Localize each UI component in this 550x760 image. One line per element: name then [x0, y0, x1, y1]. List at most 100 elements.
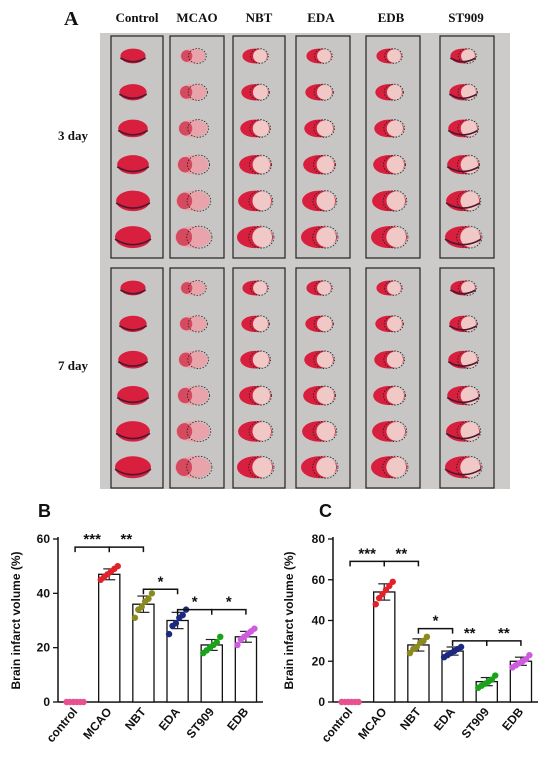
bar-mcao	[373, 591, 396, 703]
infarct-outline	[313, 350, 335, 369]
healthy-region	[181, 282, 193, 294]
data-point	[217, 633, 224, 640]
infarct-outline	[383, 315, 404, 333]
infarct-outline	[186, 190, 212, 212]
row-label-3-day: 3 day	[58, 128, 88, 143]
infarct-outline	[249, 385, 273, 406]
slice-edge	[444, 468, 482, 476]
infarct-outline	[384, 280, 403, 296]
infarct-outline	[312, 225, 339, 249]
chart-panel-b: B 0 20 40 60 Brain infarct volume (%) control M…	[9, 501, 263, 745]
infarct-outline	[249, 154, 273, 175]
infarct-outline	[457, 154, 481, 175]
slice-strip-eda-3day	[295, 35, 351, 259]
slice-strip-mcao-7day	[169, 267, 225, 489]
infarct-outline	[313, 83, 334, 101]
infarct-region	[386, 191, 406, 211]
infarct-region	[253, 281, 267, 295]
infarct-outline	[187, 350, 209, 369]
infarct-outline	[457, 119, 479, 138]
significance-bracket	[383, 560, 420, 567]
infarct-outline	[250, 280, 269, 296]
data-point	[114, 562, 121, 570]
x-tick-label: control	[44, 705, 81, 745]
infarct-region	[316, 84, 332, 100]
slice-edge	[116, 396, 150, 404]
infarct-outline	[384, 48, 403, 64]
infarct-outline	[187, 119, 209, 138]
infarct-outline	[383, 385, 407, 406]
slice-edge	[117, 129, 149, 136]
infarct-region	[386, 120, 404, 137]
infarct-region	[317, 281, 331, 295]
data-point	[131, 614, 139, 621]
data-point	[457, 643, 465, 651]
y-tick-label: 80	[312, 532, 326, 546]
infarct-outline	[312, 455, 339, 479]
significance-label: **	[120, 531, 132, 548]
infarct-region	[252, 386, 271, 405]
infarct-outline	[250, 48, 269, 64]
data-point	[138, 603, 145, 611]
healthy-region	[177, 157, 193, 173]
infarct-outline	[456, 420, 482, 443]
slice-edge	[449, 289, 477, 295]
slice-edge	[116, 165, 150, 173]
infarct-outline	[314, 280, 333, 296]
significance-label: *	[158, 573, 164, 590]
slice-strip-edb-3day	[365, 35, 421, 259]
slice-edge	[449, 57, 477, 63]
y-tick-label: 60	[37, 532, 51, 546]
y-tick-label: 0	[43, 695, 50, 709]
y-axis-label: Brain infarct volume (%)	[9, 551, 23, 689]
infarct-outline	[383, 350, 405, 369]
slice-edge	[448, 325, 478, 331]
infarct-region	[386, 351, 404, 368]
infarct-outline	[187, 385, 211, 406]
infarct-outline	[312, 420, 338, 443]
slice-edge	[118, 325, 148, 331]
infarct-outline	[249, 350, 271, 369]
infarct-outline	[186, 420, 212, 443]
infarct-outline	[456, 190, 482, 212]
column-header-nbt: NBT	[245, 10, 273, 25]
infarct-outline	[249, 315, 270, 333]
data-point	[80, 698, 87, 706]
slice-edge	[115, 432, 151, 440]
significance-bracket	[108, 546, 145, 553]
data-point	[179, 611, 186, 619]
infarct-outline	[457, 350, 479, 369]
infarct-region	[386, 227, 407, 248]
infarct-outline	[382, 225, 409, 249]
infarct-region	[253, 49, 267, 63]
infarct-region	[252, 120, 270, 137]
infarct-outline	[382, 420, 408, 443]
column-header-control: Control	[115, 10, 159, 25]
infarct-outline	[187, 315, 208, 333]
data-point	[355, 698, 362, 706]
infarct-outline	[383, 119, 405, 138]
infarct-outline	[456, 455, 483, 479]
healthy-region	[177, 387, 193, 404]
infarct-outline	[383, 154, 407, 175]
brain-slice-photographs	[110, 35, 495, 489]
infarct-outline	[187, 154, 211, 175]
significance-label: *	[192, 594, 198, 611]
healthy-region	[175, 458, 193, 477]
slice-strip-control-7day	[110, 267, 164, 489]
infarct-outline	[314, 48, 333, 64]
x-tick-label: EDA	[431, 705, 458, 734]
slice-edge	[445, 432, 481, 440]
data-point	[526, 651, 533, 659]
bar-mcao	[98, 573, 121, 703]
column-header-edb: EDB	[377, 10, 405, 25]
infarct-region	[252, 422, 272, 441]
slice-edge	[117, 361, 149, 367]
healthy-region	[181, 50, 193, 62]
infarct-outline	[248, 455, 275, 479]
infarct-region	[316, 422, 336, 441]
infarct-outline	[458, 280, 477, 296]
panel-letter: B	[38, 501, 51, 521]
significance-bracket	[211, 608, 247, 615]
x-tick-label: EDB	[499, 705, 526, 734]
